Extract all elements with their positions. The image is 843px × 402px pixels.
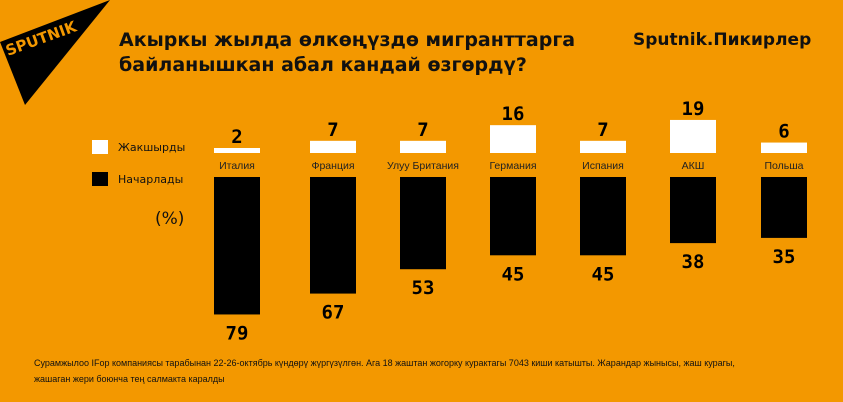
category-label: Польша	[764, 160, 803, 172]
category-label: Италия	[219, 160, 255, 172]
category-label: АКШ	[682, 160, 705, 172]
value-label-improved: 6	[778, 121, 789, 143]
bar-worsened	[400, 177, 446, 270]
legend-swatch-white	[92, 140, 108, 154]
bar-improved	[310, 140, 356, 153]
bar-worsened	[214, 177, 260, 315]
value-label-worsened: 53	[412, 277, 435, 299]
value-label-improved: 7	[597, 119, 608, 141]
bar-worsened	[310, 177, 356, 294]
footnote: Сурамжылоо IFop компаниясы тарабынан 22-…	[34, 358, 735, 384]
value-label-improved: 19	[682, 98, 705, 120]
bar-improved	[400, 140, 446, 153]
value-label-improved: 2	[231, 126, 242, 148]
legend-improved: Жакшырды	[92, 140, 185, 154]
bar-improved	[580, 140, 626, 153]
unit-label: (%)	[155, 209, 185, 229]
chart-title: Акыркы жылда өлкөңүздө мигранттарга байл…	[119, 28, 575, 78]
category-label: Испания	[582, 160, 624, 172]
bar-improved	[490, 125, 536, 153]
brand-label: Sputnik.Пикирлер	[633, 30, 812, 50]
title-line-1: Акыркы жылда өлкөңүздө мигранттарга	[119, 29, 576, 51]
value-label-worsened: 38	[682, 251, 705, 273]
bar-worsened	[490, 177, 536, 256]
category-label: Улуу Британия	[387, 160, 459, 172]
bar-worsened	[670, 177, 716, 244]
bar-improved	[214, 148, 260, 153]
sputnik-logo: SPUTNIK	[0, 0, 110, 105]
bar-improved	[761, 142, 807, 153]
category-label: Германия	[489, 160, 536, 172]
bar-improved	[670, 119, 716, 153]
value-label-improved: 16	[502, 103, 525, 125]
value-label-worsened: 35	[773, 246, 796, 268]
category-label: Франция	[311, 160, 354, 172]
legend-swatch-black	[92, 172, 108, 186]
legend-worsened: Начарлады	[92, 172, 183, 186]
value-label-worsened: 79	[226, 322, 249, 344]
legend-label: Начарлады	[118, 172, 184, 186]
bar-worsened	[580, 177, 626, 256]
title-line-2: байланышкан абал кандай өзгөрдү?	[119, 54, 527, 76]
bar-worsened	[761, 177, 807, 238]
value-label-improved: 7	[327, 119, 338, 141]
value-label-worsened: 45	[592, 263, 615, 285]
value-label-worsened: 45	[502, 263, 525, 285]
value-label-worsened: 67	[322, 302, 345, 324]
value-label-improved: 7	[417, 119, 428, 141]
legend-label: Жакшырды	[118, 140, 186, 154]
